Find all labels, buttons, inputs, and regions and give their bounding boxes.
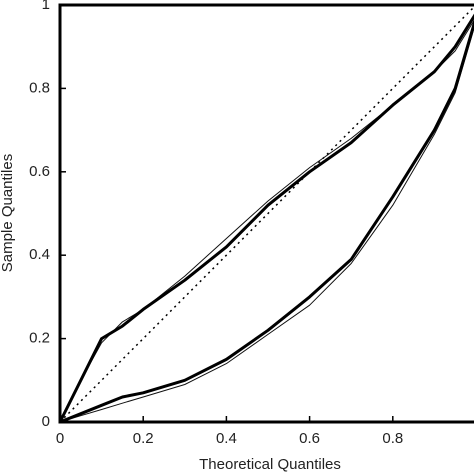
series-line [59,26,474,423]
y-tick-label: 0.4 [29,246,50,263]
y-tick-label: 0.8 [29,79,50,96]
x-tick-label: 0.2 [133,430,154,447]
y-tick-label: 0 [42,413,50,430]
series-line [59,19,474,423]
y-tick-label: 0.6 [29,163,50,180]
y-tick-label: 1 [42,0,50,13]
series-line [59,18,474,424]
x-tick-label: 0.4 [216,430,237,447]
x-tick-label: 0.8 [382,430,403,447]
x-tick-label: 0 [56,430,64,447]
x-axis-label: Theoretical Quantiles [199,456,341,473]
x-tick-label: 0.6 [299,430,320,447]
y-tick-label: 0.2 [29,330,50,347]
plot-frame [58,3,474,424]
series-line [58,13,474,423]
series-line [59,5,474,423]
y-axis-label: Sample Quantiles [0,154,16,272]
